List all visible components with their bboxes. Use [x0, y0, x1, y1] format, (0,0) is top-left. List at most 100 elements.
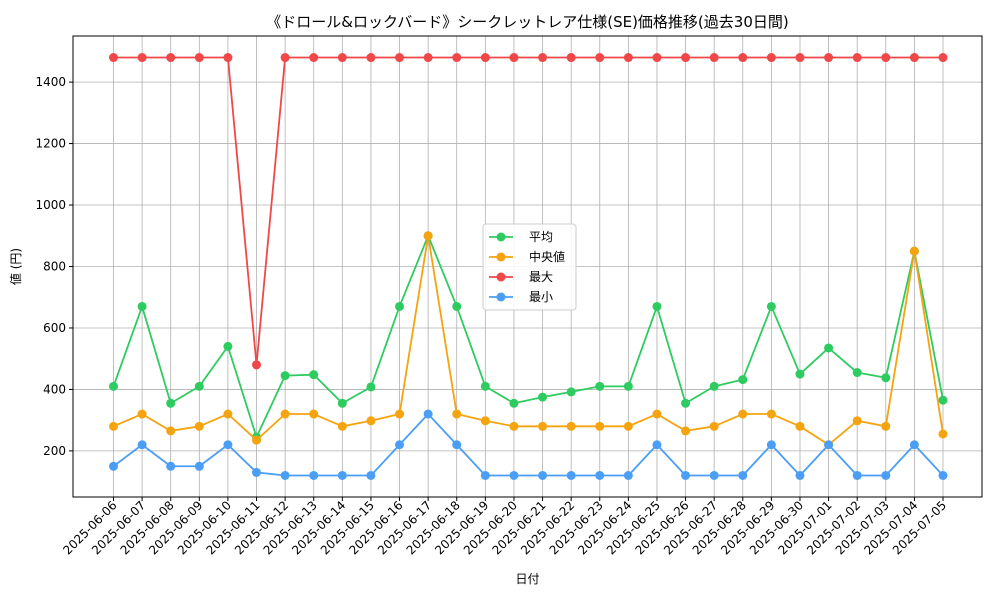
data-point: [309, 470, 319, 480]
data-point: [795, 470, 805, 480]
data-point: [109, 461, 118, 471]
data-point: [194, 381, 204, 391]
data-point: [280, 371, 290, 381]
data-point: [652, 440, 662, 450]
series-line: [113, 234, 944, 446]
data-point: [566, 421, 576, 431]
data-point: [852, 368, 862, 378]
y-tick-label: 1000: [35, 198, 66, 212]
data-point: [223, 409, 233, 419]
legend-marker: [496, 272, 506, 282]
legend-item-3: 最小: [489, 290, 553, 304]
data-point: [109, 53, 118, 63]
data-point: [366, 416, 376, 426]
data-point: [337, 53, 347, 63]
data-point: [166, 461, 176, 471]
data-point: [166, 53, 176, 63]
data-point: [709, 470, 719, 480]
legend-item-0: 平均: [489, 230, 553, 244]
data-point: [366, 382, 376, 392]
series-3: [109, 409, 948, 480]
series-1: [109, 231, 948, 450]
data-point: [881, 470, 891, 480]
chart-title: 《ドロール&ロックバード》シークレットレア仕様(SE)価格推移(過去30日間): [266, 13, 788, 31]
legend-item-2: 最大: [489, 270, 553, 284]
data-point: [824, 440, 834, 450]
data-point: [595, 53, 605, 63]
data-point: [252, 435, 262, 445]
y-tick-label: 1400: [35, 75, 66, 89]
y-tick-label: 400: [43, 382, 66, 396]
data-point: [452, 409, 462, 419]
data-point: [395, 440, 405, 450]
data-point: [452, 53, 462, 63]
series-0: [109, 231, 948, 442]
data-point: [766, 440, 776, 450]
data-point: [423, 231, 433, 241]
data-point: [509, 53, 519, 63]
data-point: [509, 398, 519, 408]
data-point: [337, 470, 347, 480]
data-point: [938, 395, 948, 405]
data-point: [881, 53, 891, 63]
data-point: [795, 53, 805, 63]
data-point: [280, 53, 290, 63]
data-point: [509, 470, 519, 480]
data-point: [309, 370, 319, 380]
legend-marker: [496, 292, 506, 302]
data-point: [194, 421, 204, 431]
data-point: [538, 53, 548, 63]
data-point: [395, 409, 405, 419]
legend-marker: [496, 232, 506, 242]
data-point: [938, 429, 948, 439]
data-point: [566, 387, 576, 397]
y-axis-title: 値 (円): [8, 248, 23, 285]
data-point: [681, 398, 691, 408]
data-point: [252, 467, 262, 477]
data-point: [423, 409, 433, 419]
data-point: [738, 375, 748, 385]
data-point: [538, 470, 548, 480]
data-point: [166, 398, 176, 408]
data-point: [337, 398, 347, 408]
legend-label: 平均: [529, 230, 553, 244]
data-point: [909, 53, 919, 63]
data-point: [566, 470, 576, 480]
data-point: [223, 440, 233, 450]
data-point: [652, 53, 662, 63]
data-point: [480, 470, 490, 480]
data-point: [881, 373, 891, 383]
data-point: [824, 53, 834, 63]
data-point: [766, 301, 776, 311]
legend-item-1: 中央値: [489, 249, 565, 264]
data-point: [452, 440, 462, 450]
data-point: [538, 421, 548, 431]
data-point: [280, 409, 290, 419]
series-line: [112, 413, 944, 477]
legend-label: 中央値: [529, 249, 565, 264]
series-line: [113, 56, 943, 366]
data-point: [623, 470, 633, 480]
data-point: [480, 53, 490, 63]
data-point: [566, 53, 576, 63]
data-point: [223, 53, 233, 63]
data-point: [423, 53, 433, 63]
data-point: [166, 426, 176, 436]
data-point: [852, 53, 862, 63]
data-point: [681, 53, 691, 63]
data-point: [681, 470, 691, 480]
data-point: [623, 421, 633, 431]
series-2: [109, 53, 948, 370]
data-point: [137, 301, 147, 311]
legend-label: 最大: [529, 270, 553, 284]
data-point: [738, 470, 748, 480]
data-point: [223, 341, 233, 351]
y-tick-label: 200: [43, 444, 66, 458]
data-point: [738, 409, 748, 419]
data-point: [109, 421, 118, 431]
data-point: [509, 421, 519, 431]
y-tick-label: 1200: [35, 137, 66, 151]
data-point: [795, 369, 805, 379]
